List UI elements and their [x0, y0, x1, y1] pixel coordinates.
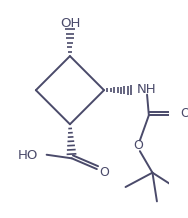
Text: NH: NH: [136, 83, 156, 96]
Text: O: O: [99, 166, 109, 179]
Text: HO: HO: [17, 149, 38, 162]
Text: OH: OH: [61, 17, 81, 30]
Text: O: O: [180, 107, 188, 120]
Text: O: O: [133, 139, 143, 152]
